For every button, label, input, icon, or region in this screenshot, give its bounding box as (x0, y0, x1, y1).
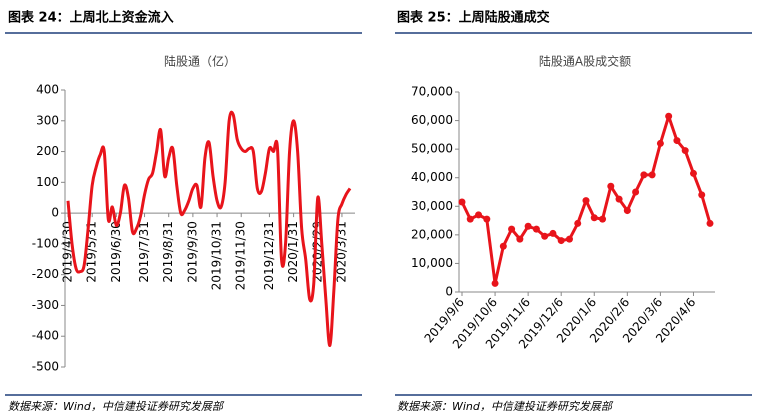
y-tick-label: -500 (32, 360, 59, 374)
data-point (698, 191, 706, 199)
y-tick-label: 40,000 (411, 170, 453, 184)
chart-title: 陆股通（亿） (164, 54, 236, 69)
data-point (681, 147, 689, 155)
x-tick-label: 2019/6/30 (109, 221, 123, 283)
source: 数据来源：Wind，中信建投证券研究发展部 (8, 400, 225, 413)
data-point (475, 211, 483, 219)
x-tick-label: 2019/12/31 (262, 221, 276, 290)
y-tick-label: 400 (36, 83, 59, 97)
x-tick-label: 2019/8/31 (161, 221, 175, 283)
data-point (656, 139, 664, 147)
y-tick-label: 300 (36, 113, 59, 127)
data-point (541, 232, 549, 240)
y-tick-label: 0 (51, 206, 59, 220)
data-point (557, 237, 565, 245)
data-point (673, 137, 681, 145)
data-point (615, 195, 623, 203)
x-tick-label: 2019/9/30 (185, 221, 199, 283)
x-tick-label: 2019/7/31 (137, 221, 151, 283)
data-point (483, 215, 491, 223)
data-point (565, 235, 573, 243)
data-point (549, 229, 557, 237)
data-point (516, 235, 524, 243)
data-point (648, 171, 656, 179)
data-point (466, 215, 474, 223)
data-point (590, 214, 598, 222)
x-tick-label: 2020/1/31 (286, 221, 300, 283)
source: 数据来源：Wind，中信建投证券研究发展部 (397, 400, 614, 413)
data-point (508, 225, 516, 233)
y-tick-label: 60,000 (411, 113, 453, 127)
data-point (582, 197, 590, 205)
y-tick-label: -300 (32, 298, 59, 312)
data-point (640, 171, 648, 179)
y-tick-label: 30,000 (411, 199, 453, 213)
data-point (491, 279, 499, 287)
y-tick-label: 100 (36, 175, 59, 189)
y-tick-label: -400 (32, 329, 59, 343)
y-tick-label: -200 (32, 267, 59, 281)
y-tick-label: 70,000 (411, 85, 453, 99)
data-point (532, 225, 540, 233)
data-point (524, 222, 532, 230)
data-point (623, 207, 631, 215)
y-tick-label: 0 (445, 285, 453, 299)
y-tick-label: 10,000 (411, 256, 453, 270)
data-point (458, 198, 466, 206)
data-point (574, 219, 582, 227)
y-tick-label: -100 (32, 236, 59, 250)
chart-title: 陆股通A股成交额 (539, 54, 631, 69)
figure-heading: 图表 24：上周北上资金流入 (8, 10, 174, 26)
data-point (499, 242, 507, 250)
y-tick-label: 50,000 (411, 142, 453, 156)
x-tick-label: 2019/11/30 (234, 221, 248, 290)
data-point (706, 219, 714, 227)
data-point (599, 215, 607, 223)
data-point (665, 112, 673, 120)
data-point (607, 182, 615, 190)
y-tick-label: 200 (36, 144, 59, 158)
y-tick-label: 20,000 (411, 227, 453, 241)
data-point (632, 188, 640, 196)
data-point (689, 169, 697, 177)
x-tick-label: 2019/10/31 (210, 221, 224, 290)
data-line (66, 110, 352, 347)
figure-heading: 图表 25：上周陆股通成交 (397, 10, 550, 26)
